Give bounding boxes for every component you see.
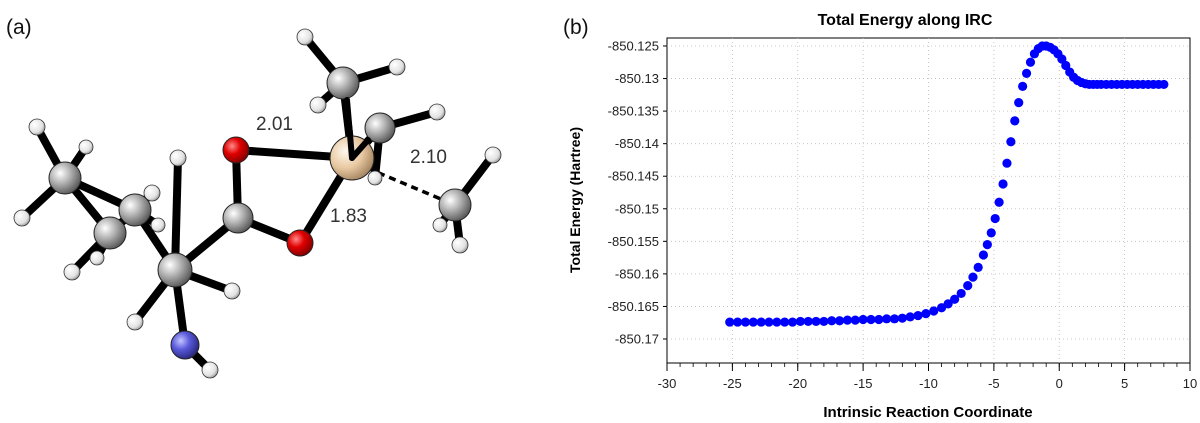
data-point <box>874 314 884 325</box>
data-point <box>803 316 813 327</box>
data-point <box>811 316 821 327</box>
data-point <box>819 316 829 327</box>
x-tick-label: -20 <box>788 376 807 391</box>
x-tick-label: -10 <box>919 376 938 391</box>
oxygen-atom <box>222 136 250 164</box>
data-point <box>780 317 790 327</box>
data-points <box>725 41 1169 327</box>
x-tick-label: -30 <box>658 376 677 391</box>
data-point <box>740 317 751 327</box>
x-tick-labels: -30 -25 -20 -15 -10 -5 0 5 10 <box>658 376 1198 391</box>
carbon-atom <box>93 216 127 250</box>
metal-center-bonds <box>344 97 371 161</box>
data-point <box>1014 98 1024 108</box>
x-minor-ticks <box>666 363 1191 371</box>
data-point <box>1002 158 1012 168</box>
data-point <box>913 310 923 321</box>
x-tick-label: -25 <box>723 376 742 391</box>
data-point <box>1159 79 1169 90</box>
carbon-atom <box>222 202 254 234</box>
bond-length-label-1: 2.01 <box>256 114 293 135</box>
y-tick-label: -850.17 <box>615 332 659 347</box>
oxygen-atom <box>286 229 314 257</box>
carbon-atom <box>326 66 360 100</box>
data-point <box>827 316 837 326</box>
x-tick-label: -15 <box>854 376 873 391</box>
chart-title: Total Energy along IRC <box>818 12 993 29</box>
data-point <box>982 239 992 250</box>
data-point <box>897 313 907 323</box>
carbon-atom <box>157 252 193 288</box>
carbon-atom <box>438 188 472 222</box>
x-tick-label: 0 <box>1056 376 1063 391</box>
data-point <box>889 314 900 324</box>
irc-chart: -30 -25 -20 -15 -10 -5 0 5 10 -850.125-850.13-85… <box>567 12 1198 421</box>
data-point <box>921 309 931 319</box>
data-point <box>834 316 845 326</box>
bond-length-label-3: 2.10 <box>410 147 447 168</box>
carbon-atom <box>118 193 152 227</box>
y-tick-label: -850.16 <box>615 266 659 281</box>
heavy-atoms <box>48 66 472 360</box>
data-point <box>1010 116 1020 126</box>
data-point <box>1021 68 1032 78</box>
carbon-atom <box>364 112 396 144</box>
data-point <box>986 228 996 238</box>
data-point <box>998 179 1008 189</box>
y-tick-label: -850.145 <box>608 169 659 184</box>
bond-length-label-2: 1.83 <box>330 206 367 227</box>
data-point <box>963 281 973 291</box>
x-axis-label: Intrinsic Reaction Coordinate <box>823 404 1032 421</box>
data-point <box>858 314 868 325</box>
panel-a-label: (a) <box>6 16 32 39</box>
x-tick-label: 5 <box>1121 376 1128 391</box>
data-point <box>994 197 1004 207</box>
data-point <box>950 294 960 304</box>
data-point <box>973 262 983 272</box>
y-tick-label: -850.14 <box>615 136 659 151</box>
data-point <box>1018 81 1028 91</box>
data-point <box>764 317 774 327</box>
data-point <box>733 317 743 327</box>
data-point <box>725 317 735 327</box>
data-point <box>968 272 978 282</box>
data-point <box>1006 137 1016 147</box>
data-point <box>1025 57 1036 67</box>
plot-area <box>666 37 1191 364</box>
hydrogen-atoms <box>13 28 502 379</box>
data-point <box>905 312 915 322</box>
data-point <box>929 306 939 316</box>
data-point <box>943 299 953 309</box>
y-tick-label: -850.155 <box>608 234 659 249</box>
data-point <box>956 288 966 299</box>
data-point <box>772 317 782 327</box>
y-axis-label: Total Energy (Hartree) <box>567 127 583 273</box>
y-tick-labels: -850.125 -850.13 -850.135 -850.14 -850.145 -8… <box>608 39 667 347</box>
data-point <box>748 317 758 327</box>
data-point <box>978 250 989 260</box>
data-point <box>990 213 1000 224</box>
carbon-atom <box>48 161 82 195</box>
panel-b-label: (b) <box>563 16 589 39</box>
nitrogen-atom <box>170 330 200 360</box>
bonds <box>18 33 497 374</box>
data-point <box>882 314 892 324</box>
y-tick-label: -850.165 <box>608 299 659 314</box>
y-tick-label: -850.15 <box>615 201 659 216</box>
y-tick-label: -850.135 <box>608 104 659 119</box>
data-point <box>787 317 798 327</box>
y-tick-label: -850.125 <box>608 39 659 54</box>
x-tick-label: -5 <box>988 376 1000 391</box>
y-tick-label: -850.13 <box>615 71 659 86</box>
data-point <box>795 316 805 327</box>
data-point <box>850 315 860 325</box>
molecule-structure: 2.01 1.83 2.10 <box>13 28 502 379</box>
data-point <box>756 317 766 327</box>
data-point <box>866 314 876 325</box>
x-tick-label: 10 <box>1183 376 1197 391</box>
data-point <box>842 315 853 325</box>
